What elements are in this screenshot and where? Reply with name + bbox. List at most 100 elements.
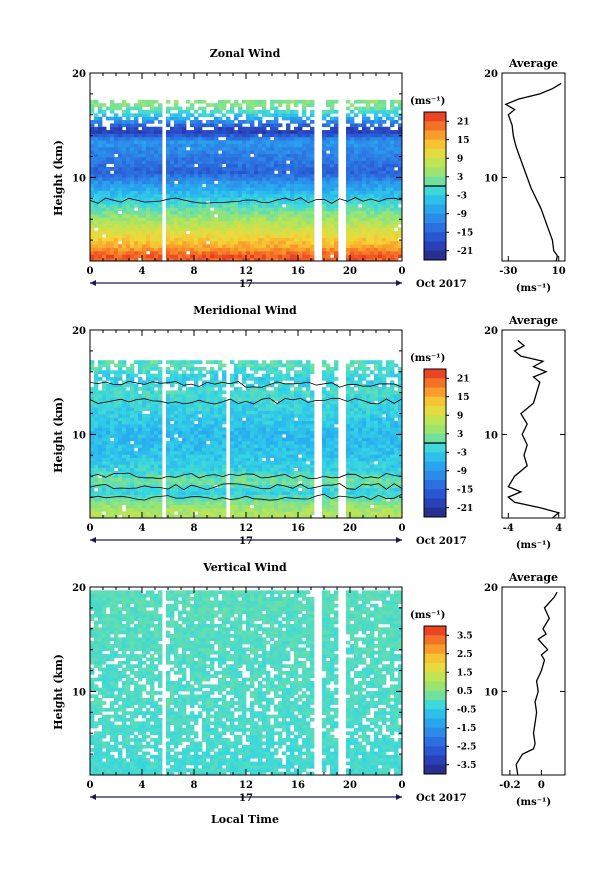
zonal-cell	[222, 237, 227, 242]
zonal-cell	[94, 133, 99, 138]
zonal-cell	[190, 146, 195, 151]
zonal-cell	[110, 210, 115, 215]
zonal-cell	[90, 183, 95, 188]
zonal-cell	[370, 140, 375, 144]
zonal-cell	[210, 170, 215, 175]
zonal-cell	[134, 160, 139, 165]
zonal-cell	[350, 109, 355, 114]
zonal-cell	[238, 170, 243, 175]
zonal-cell	[390, 160, 395, 165]
meridional-cell	[138, 464, 143, 469]
meridional-cell	[110, 440, 115, 445]
zonal-cell	[178, 133, 183, 138]
zonal-colorbar-swatch	[424, 250, 446, 261]
zonal-cell	[110, 153, 115, 158]
zonal-cell	[194, 203, 199, 208]
zonal-cell	[350, 217, 355, 222]
zonal-cell	[310, 234, 315, 238]
zonal-cell	[386, 150, 391, 154]
zonal-cell	[218, 214, 223, 218]
zonal-cell	[114, 123, 119, 128]
zonal-cell	[326, 250, 331, 255]
zonal-cell	[262, 140, 267, 144]
zonal-cell	[310, 180, 315, 185]
zonal-cell	[366, 257, 371, 262]
meridional-cell	[206, 471, 211, 475]
meridional-cell	[186, 497, 191, 502]
zonal-cell	[346, 136, 351, 141]
zonal-cell	[230, 244, 235, 248]
zonal-cell	[390, 187, 395, 191]
meridional-cell	[170, 481, 175, 485]
zonal-average-line	[504, 82, 562, 262]
zonal-cell	[226, 193, 231, 198]
zonal-cell	[306, 143, 311, 148]
meridional-cell	[306, 464, 311, 469]
zonal-cell	[170, 140, 175, 144]
meridional-cell	[346, 464, 351, 469]
zonal-cell	[130, 210, 135, 215]
zonal-cell	[158, 126, 163, 131]
zonal-cell	[186, 163, 191, 168]
zonal-cell	[290, 224, 295, 228]
meridional-cell	[286, 497, 291, 502]
zonal-cell	[214, 254, 219, 259]
zonal-cell	[150, 130, 155, 134]
zonal-cell	[246, 130, 251, 134]
meridional-cell	[350, 504, 355, 509]
zonal-cell	[334, 143, 339, 148]
zonal-cell	[362, 234, 367, 238]
meridional-cell	[378, 514, 383, 519]
zonal-cell	[154, 173, 159, 178]
zonal-cell	[262, 177, 267, 181]
zonal-cell	[294, 120, 299, 124]
meridional-cell	[270, 471, 275, 475]
zonal-colorbar-swatch	[424, 186, 446, 196]
zonal-cell	[278, 244, 283, 248]
meridional-cell	[274, 450, 279, 455]
zonal-cell	[390, 120, 395, 124]
meridional-cell	[362, 481, 367, 485]
meridional-cell	[322, 504, 327, 509]
zonal-cell	[334, 163, 339, 168]
zonal-cell	[358, 193, 363, 198]
zonal-cell	[218, 250, 223, 255]
zonal-cell	[170, 187, 175, 191]
zonal-cell	[122, 103, 127, 107]
zonal-cell	[134, 240, 139, 245]
meridional-cell	[390, 474, 395, 479]
zonal-cell	[382, 133, 387, 138]
zonal-cell	[214, 103, 219, 107]
meridional-cell	[286, 464, 291, 469]
meridional-cell	[234, 460, 239, 465]
meridional-cell	[134, 494, 139, 499]
zonal-cell	[242, 200, 247, 205]
zonal-cell	[214, 123, 219, 128]
zonal-cell	[210, 133, 215, 138]
zonal-cell	[374, 133, 379, 138]
zonal-cell	[294, 250, 299, 255]
zonal-cell	[306, 133, 311, 138]
zonal-cell	[358, 210, 363, 215]
zonal-cell	[122, 257, 127, 262]
zonal-cell	[270, 126, 275, 131]
zonal-cell	[98, 254, 103, 259]
zonal-cell	[278, 214, 283, 218]
meridional-cell	[122, 471, 127, 475]
zonal-cell	[246, 257, 251, 262]
meridional-cell	[334, 444, 339, 448]
meridional-cell	[94, 440, 99, 445]
zonal-cell	[98, 200, 103, 205]
zonal-cell	[154, 150, 159, 154]
meridional-cell	[326, 477, 331, 482]
zonal-cell	[226, 187, 231, 191]
zonal-cell	[206, 234, 211, 238]
meridional-cell	[150, 484, 155, 489]
meridional-cell	[250, 514, 255, 519]
zonal-cell	[298, 240, 303, 245]
zonal-cell	[290, 187, 295, 191]
zonal-cell	[130, 113, 135, 118]
zonal-cell	[398, 197, 403, 201]
meridional-cell	[190, 460, 195, 465]
zonal-cell	[346, 116, 351, 121]
